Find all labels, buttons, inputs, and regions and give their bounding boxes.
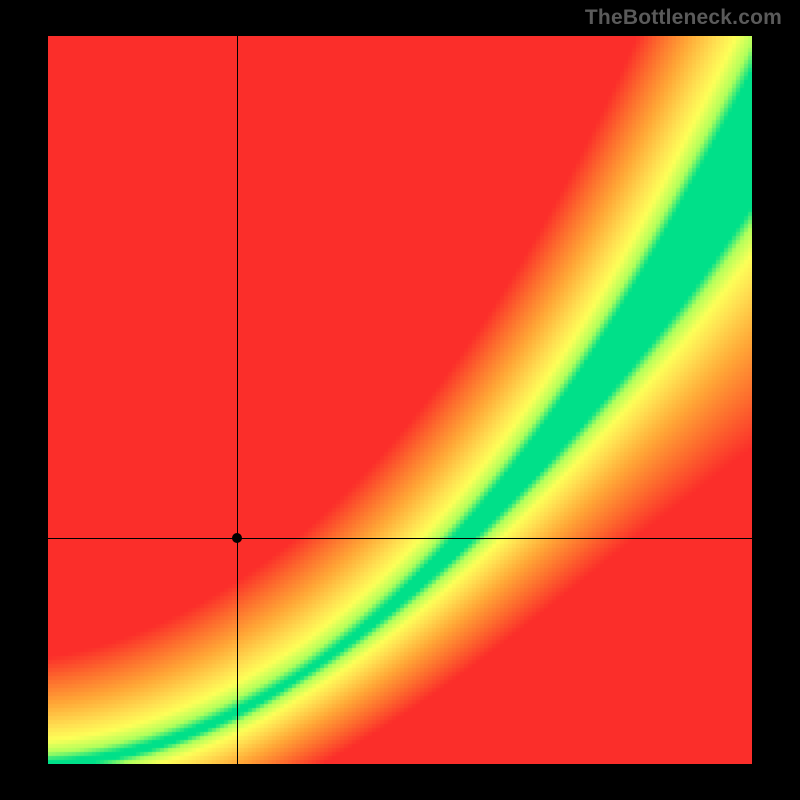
chart-frame: TheBottleneck.com: [0, 0, 800, 800]
heatmap-canvas: [48, 36, 752, 764]
plot-area: [48, 36, 752, 764]
crosshair-vertical: [237, 36, 238, 764]
watermark-label: TheBottleneck.com: [585, 6, 782, 30]
crosshair-marker: [232, 533, 242, 543]
crosshair-horizontal: [48, 538, 752, 539]
